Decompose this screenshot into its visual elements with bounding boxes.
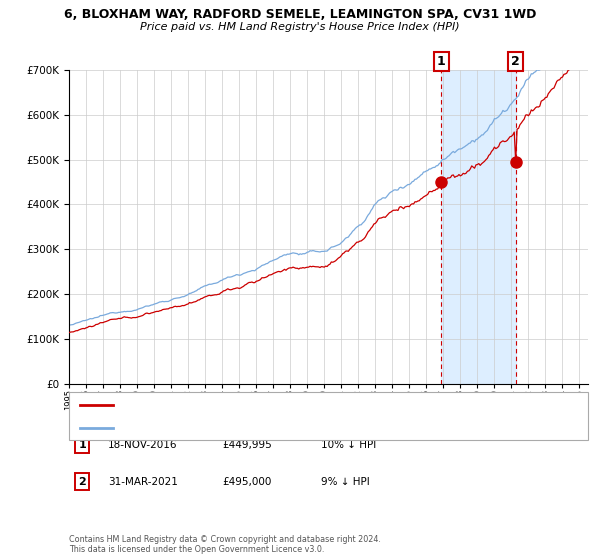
Text: 31-MAR-2021: 31-MAR-2021 [108,477,178,487]
Text: £495,000: £495,000 [222,477,271,487]
Text: 10% ↓ HPI: 10% ↓ HPI [321,440,376,450]
Text: 1: 1 [79,440,86,450]
Text: 18-NOV-2016: 18-NOV-2016 [108,440,178,450]
Text: Price paid vs. HM Land Registry's House Price Index (HPI): Price paid vs. HM Land Registry's House … [140,22,460,32]
Text: Contains HM Land Registry data © Crown copyright and database right 2024.
This d: Contains HM Land Registry data © Crown c… [69,535,381,554]
Text: 2: 2 [511,55,520,68]
Text: HPI: Average price, detached house, Warwick: HPI: Average price, detached house, Warw… [120,423,318,432]
Bar [442,70,515,384]
Text: £449,995: £449,995 [222,440,272,450]
Text: 1: 1 [437,55,446,68]
Text: 6, BLOXHAM WAY, RADFORD SEMELE, LEAMINGTON SPA, CV31 1WD (detached house): 6, BLOXHAM WAY, RADFORD SEMELE, LEAMINGT… [120,401,496,410]
Text: 2: 2 [79,477,86,487]
Text: 6, BLOXHAM WAY, RADFORD SEMELE, LEAMINGTON SPA, CV31 1WD: 6, BLOXHAM WAY, RADFORD SEMELE, LEAMINGT… [64,8,536,21]
Text: 9% ↓ HPI: 9% ↓ HPI [321,477,370,487]
